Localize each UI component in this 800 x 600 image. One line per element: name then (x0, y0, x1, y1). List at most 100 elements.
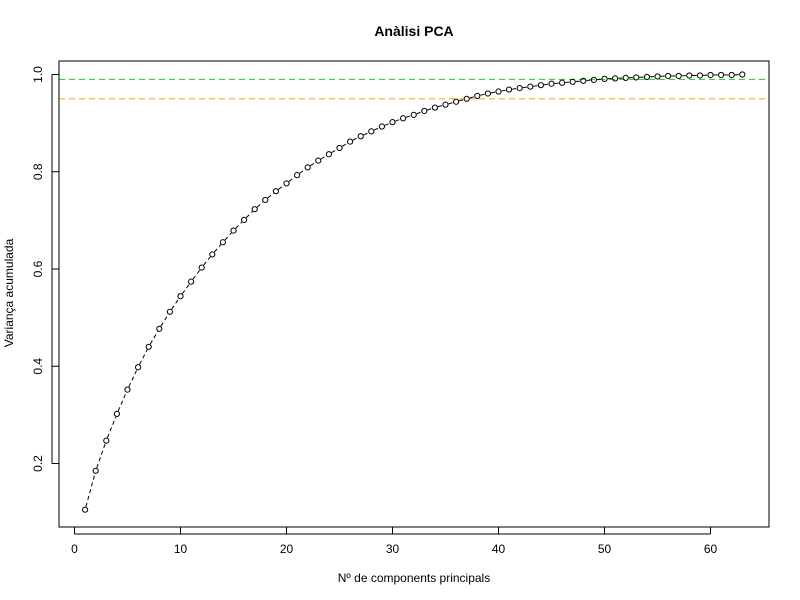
data-point (537, 82, 545, 89)
series-segment (480, 93, 485, 96)
series-segment (235, 221, 243, 229)
data-point (559, 79, 566, 86)
data-point (633, 74, 640, 81)
series-segment (490, 91, 496, 94)
data-point (283, 180, 290, 187)
data-point (113, 410, 121, 418)
series-segment (341, 142, 348, 147)
data-point (569, 78, 576, 85)
data-point (92, 467, 99, 474)
series-segment (96, 443, 106, 468)
data-point (484, 90, 491, 97)
series-segment (427, 108, 433, 111)
series-segment (533, 85, 538, 87)
x-tick-label: 60 (704, 542, 718, 556)
y-tick-label: 0.4 (31, 358, 45, 375)
data-point (410, 111, 417, 118)
series-segment (416, 111, 422, 115)
data-point (442, 101, 449, 108)
series-segment (544, 83, 549, 86)
y-tick-label: 1.0 (31, 66, 45, 83)
series-segment (448, 102, 454, 105)
data-point (739, 71, 746, 78)
series-segment (203, 256, 211, 266)
series-segment (437, 105, 443, 108)
series-segment (384, 122, 390, 126)
data-point (527, 83, 534, 90)
data-point (336, 144, 343, 152)
data-point (177, 293, 184, 300)
data-point (315, 157, 322, 164)
y-tick-label: 0.6 (31, 260, 45, 277)
y-axis-label: Variança acumulada (2, 238, 16, 347)
series-segment (278, 184, 285, 190)
data-point (272, 188, 279, 195)
series-segment (171, 298, 180, 310)
series-segment (224, 232, 232, 241)
data-point (453, 98, 460, 105)
series-segment (310, 161, 316, 167)
series-segment (181, 283, 190, 294)
x-tick-label: 40 (492, 542, 506, 556)
data-point (262, 196, 269, 204)
data-point (516, 85, 523, 92)
data-point (188, 278, 195, 285)
data-point (495, 88, 502, 95)
chart-title: Anàlisi PCA (374, 23, 453, 39)
data-point (431, 104, 438, 111)
series-segment (160, 314, 169, 327)
data-point (463, 95, 470, 102)
data-point (294, 172, 301, 179)
data-point (643, 73, 651, 81)
data-point (474, 92, 481, 99)
x-axis-label: Nº de components principals (338, 571, 490, 585)
data-point (103, 437, 110, 444)
series-segment (405, 115, 411, 118)
x-tick-label: 20 (280, 542, 294, 556)
series-segment (245, 211, 253, 218)
data-point (654, 73, 661, 80)
data-point (728, 71, 735, 79)
data-point (601, 75, 608, 82)
data-point (590, 76, 598, 83)
series-segment (288, 176, 295, 182)
series-segment (331, 149, 338, 154)
data-point (135, 364, 142, 371)
data-point (707, 71, 714, 79)
data-point (145, 343, 152, 350)
series-segment (299, 168, 306, 174)
data-point (82, 506, 89, 513)
data-point (156, 325, 163, 332)
data-point (665, 72, 672, 80)
data-point (241, 216, 248, 223)
series-segment (128, 369, 138, 387)
data-point (251, 206, 258, 213)
data-point (230, 227, 237, 234)
series-segment (374, 127, 380, 131)
data-point (718, 71, 725, 79)
x-tick-label: 10 (174, 542, 188, 556)
series-segment (352, 137, 359, 141)
plot-frame (58, 60, 770, 528)
series-segment (501, 89, 507, 92)
series-segment (149, 331, 159, 345)
data-point (622, 74, 629, 82)
data-point (325, 151, 332, 158)
data-point (506, 86, 513, 93)
series-segment (363, 132, 369, 136)
series-segment (214, 244, 222, 253)
series-segment (107, 416, 117, 438)
data-point (124, 386, 131, 393)
data-point (209, 251, 216, 258)
data-point (400, 115, 407, 122)
x-tick-label: 50 (598, 542, 612, 556)
y-tick-label: 0.2 (31, 455, 45, 472)
data-point (357, 133, 364, 140)
series-segment (469, 96, 475, 99)
data-point (166, 308, 173, 315)
data-point (612, 75, 619, 82)
data-point (304, 164, 311, 171)
data-point (389, 119, 396, 126)
series-segment (459, 99, 464, 102)
